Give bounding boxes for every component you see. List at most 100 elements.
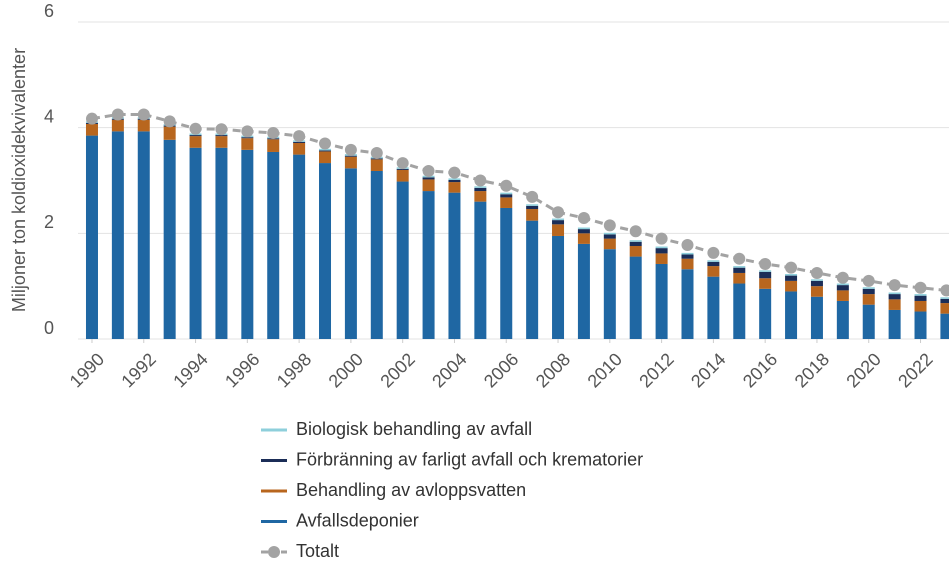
bar-segment (526, 204, 539, 206)
bar-segment (940, 313, 949, 339)
bar-segment (448, 182, 461, 193)
bar-segment (474, 191, 487, 202)
bar-segment (344, 155, 357, 157)
total-marker (629, 225, 642, 238)
x-tick-label: 2004 (428, 349, 470, 391)
bar-segment (215, 136, 228, 148)
bar-segment (448, 178, 461, 180)
bar-segment (448, 192, 461, 339)
bar-segment (577, 229, 590, 234)
bar-segment (215, 147, 228, 339)
bar-segment (836, 283, 849, 286)
total-marker (163, 115, 176, 128)
bar-segment (319, 151, 332, 164)
bar-segment (810, 296, 823, 339)
bar-segment (189, 136, 202, 148)
bar-segment (940, 297, 949, 299)
bar-segment (396, 168, 409, 170)
bar-segment (707, 276, 720, 339)
bar-segment (629, 240, 642, 242)
total-marker (85, 112, 98, 125)
bar-segment (396, 169, 409, 182)
bar-segment (655, 246, 668, 249)
bar-segment (733, 283, 746, 339)
bar-segment (577, 243, 590, 339)
bar-segment (474, 201, 487, 339)
bar-segment (862, 287, 875, 289)
bar-segment (707, 260, 720, 262)
bar-segment (759, 288, 772, 339)
y-tick-label: 0 (44, 318, 54, 338)
legend-label: Behandling av avloppsvatten (296, 480, 526, 500)
total-marker (293, 130, 306, 143)
bar-segment (862, 294, 875, 305)
total-marker (474, 174, 487, 187)
bar-segment (319, 148, 332, 151)
total-marker (810, 266, 823, 279)
bar-segment (500, 194, 513, 198)
bar-segment (707, 266, 720, 277)
bar-segment (785, 274, 798, 276)
bar-segment (344, 168, 357, 339)
bar-segment (914, 311, 927, 339)
bar-segment (85, 135, 98, 339)
y-axis-label: Miljoner ton koldioxidekvivalenter (9, 48, 29, 312)
legend-marker (268, 546, 280, 558)
bar-segment (319, 150, 332, 152)
bar-segment (603, 234, 616, 239)
total-marker (267, 126, 280, 139)
bar-segment (319, 163, 332, 339)
bar-segment (629, 246, 642, 257)
bar-segment (810, 280, 823, 287)
total-marker (370, 147, 383, 160)
bar-segment (137, 131, 150, 339)
bar-segment (940, 298, 949, 304)
bar-segment (681, 258, 694, 270)
total-marker (111, 108, 124, 121)
x-tick-label: 2012 (635, 349, 677, 391)
legend-label: Biologisk behandling av avfall (296, 419, 532, 439)
bar-segment (111, 119, 124, 132)
total-marker (448, 166, 461, 179)
y-tick-label: 4 (44, 106, 54, 126)
legend-label: Totalt (296, 541, 339, 561)
x-tick-label: 1994 (169, 349, 211, 391)
bar-segment (733, 272, 746, 284)
total-marker (344, 143, 357, 156)
bar-segment (526, 209, 539, 221)
bar-segment (500, 197, 513, 208)
bar-segment (785, 275, 798, 281)
bar-segment (293, 142, 306, 155)
x-tick-label: 1990 (66, 349, 108, 391)
total-marker (862, 274, 875, 287)
x-tick-label: 1998 (273, 349, 315, 391)
bar-segment (759, 271, 772, 279)
total-marker (733, 252, 746, 265)
bar-segment (681, 269, 694, 339)
total-marker (189, 122, 202, 135)
y-tick-label: 2 (44, 212, 54, 232)
bar-segment (552, 224, 565, 236)
bar-segment (603, 249, 616, 339)
total-marker (888, 279, 901, 292)
bar-segment (655, 248, 668, 254)
x-tick-label: 2020 (842, 349, 884, 391)
x-tick-label: 2022 (894, 349, 936, 391)
bar-segment (370, 159, 383, 171)
bar-segment (293, 141, 306, 143)
bar-segment (189, 147, 202, 339)
bar-segment (655, 263, 668, 339)
x-tick-label: 2002 (376, 349, 418, 391)
bar-segment (241, 137, 254, 139)
total-marker (552, 206, 565, 219)
bar-segment (759, 270, 772, 272)
total-marker (422, 164, 435, 177)
bar-segment (785, 280, 798, 292)
bar-segment (603, 238, 616, 250)
total-marker (603, 219, 616, 232)
bar-segment (448, 179, 461, 183)
x-tick-label: 2008 (532, 349, 574, 391)
bar-segment (396, 181, 409, 339)
bar-segment (422, 191, 435, 339)
bar-segment (85, 123, 98, 136)
